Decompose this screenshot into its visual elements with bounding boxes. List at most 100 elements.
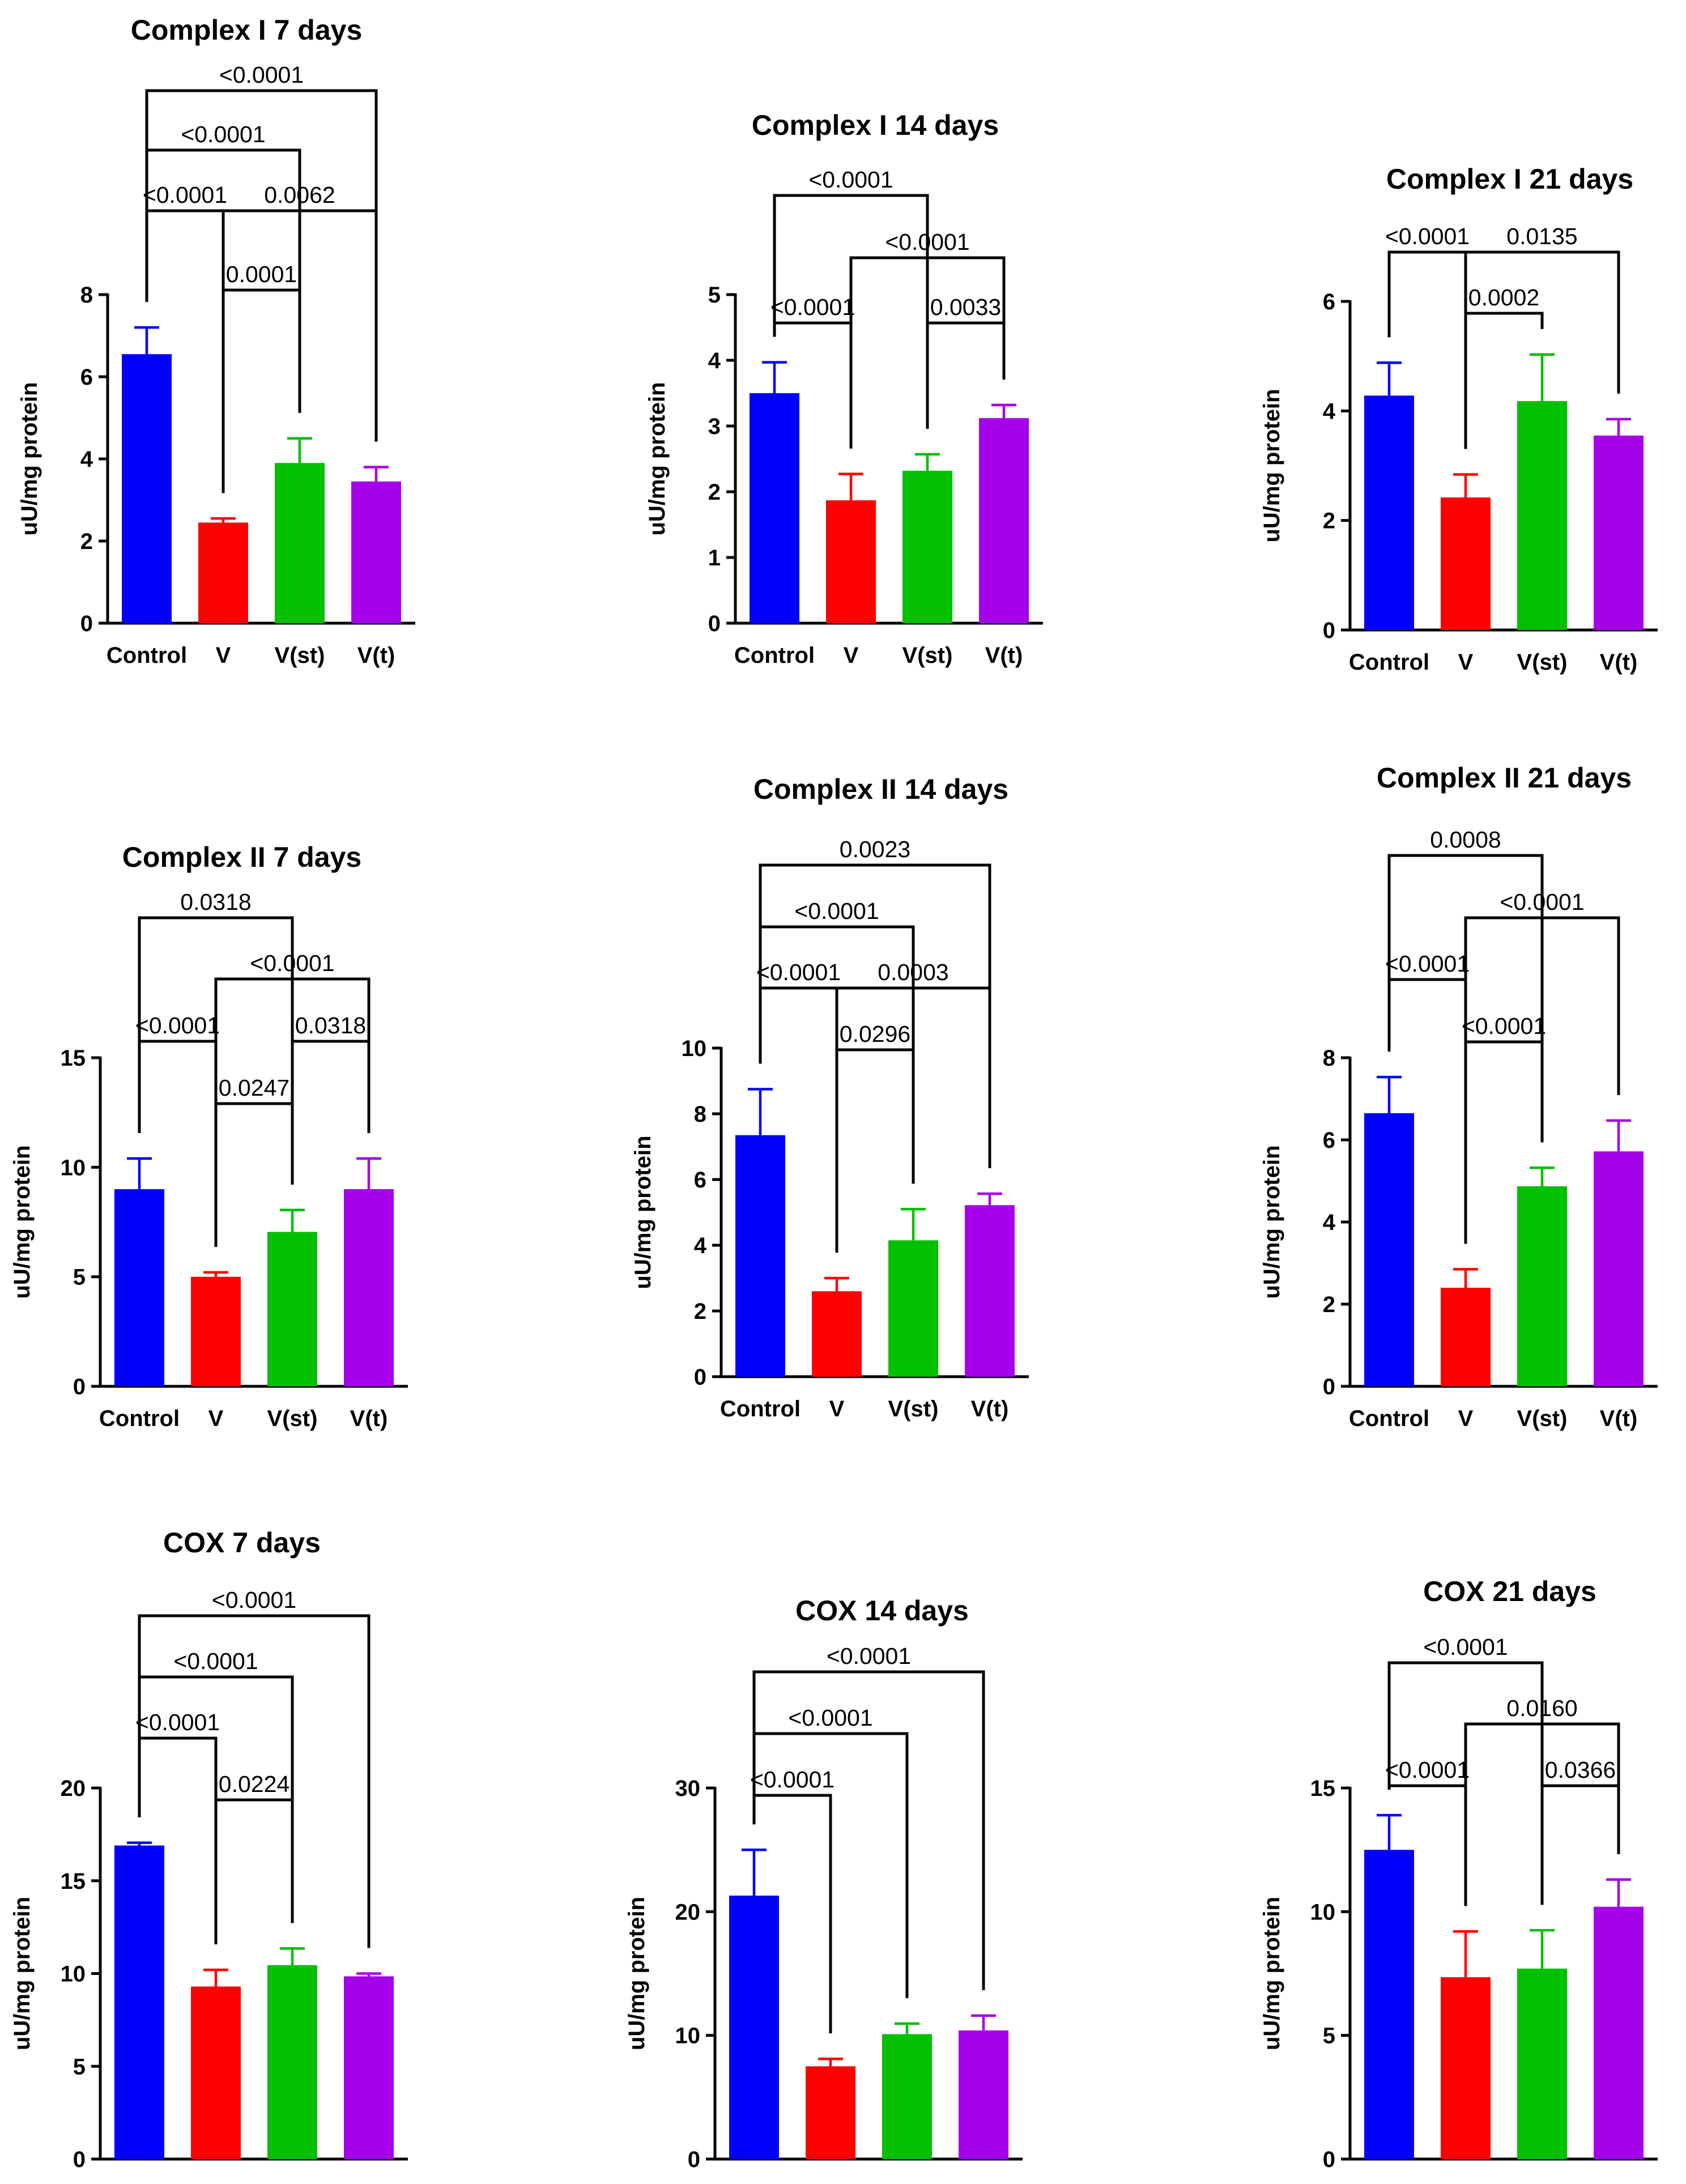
y-axis-label: uU/mg protein (624, 1897, 649, 2050)
category-label: V (844, 643, 859, 668)
p-value-label: 0.0160 (1506, 1695, 1577, 1721)
error-bar-Control (1377, 1813, 1402, 1850)
category-label: Control (720, 1397, 801, 1421)
bar-V(t) (959, 2030, 1008, 2159)
error-bar-V(t) (1606, 418, 1631, 436)
category-label: V(st) (1517, 650, 1568, 675)
y-tick-label: 5 (708, 283, 721, 308)
bar-Control (729, 1895, 779, 2159)
bar-Control (114, 1845, 164, 2159)
y-tick-label: 6 (694, 1168, 706, 1193)
y-tick-label: 3 (708, 414, 721, 439)
error-bar-Control (1377, 361, 1402, 396)
p-value-label: 0.0296 (840, 1021, 910, 1047)
category-label: V(st) (275, 643, 325, 668)
p-value-label: <0.0001 (827, 1643, 911, 1669)
category-label: V (829, 1397, 845, 1421)
y-tick-label: 4 (708, 348, 721, 373)
y-tick-label: 10 (1310, 1900, 1336, 1925)
p-value-label: <0.0001 (135, 1012, 220, 1038)
chart-cox7: COX 7 days uU/mg protein 0 5 10 15 20 Control V V… (10, 1527, 408, 2184)
error-bar-V(st) (901, 1207, 926, 1241)
error-bar-V(st) (1530, 1166, 1555, 1186)
y-tick-label: 10 (682, 1036, 707, 1061)
p-value-label: 0.0247 (219, 1075, 289, 1101)
y-tick-label: 6 (1323, 1128, 1335, 1153)
bar-Control (1364, 395, 1414, 630)
bar-V(t) (1594, 1906, 1644, 2159)
p-value-label: <0.0001 (173, 1648, 258, 1674)
p-value-label: <0.0001 (219, 62, 304, 88)
error-bar-V (838, 472, 863, 501)
y-tick-label: 30 (675, 1776, 701, 1801)
y-tick-label: 15 (61, 1046, 86, 1071)
bar-V (1441, 497, 1491, 630)
category-label: V(st) (882, 2179, 933, 2181)
error-bar-V(t) (356, 1972, 381, 1977)
p-value-label: <0.0001 (1385, 223, 1470, 249)
category-label: V(t) (1600, 1406, 1638, 1431)
p-value-label: 0.0003 (878, 959, 948, 985)
category-label: V(st) (267, 2179, 318, 2181)
y-axis-label: uU/mg protein (17, 382, 42, 535)
chart-title: Complex II 14 days (753, 773, 1008, 805)
bar-V(st) (275, 463, 325, 623)
y-tick-label: 0 (1323, 618, 1335, 643)
significance-bracket (291, 1040, 371, 1185)
significance-bracket (773, 194, 929, 429)
significance-bracket (752, 1732, 909, 1998)
p-value-label: <0.0001 (1500, 889, 1584, 915)
category-label: V(t) (965, 2179, 1003, 2181)
y-tick-label: 4 (694, 1233, 707, 1258)
y-tick-label: 0 (694, 1365, 706, 1390)
error-bar-V(t) (364, 466, 389, 482)
error-bar-Control (134, 326, 159, 355)
significance-bracket (1387, 1661, 1544, 1905)
bar-V(st) (1517, 1186, 1567, 1386)
y-tick-label: 2 (1323, 1292, 1335, 1317)
chart-c2i7: Complex II 7 days uU/mg protein 0 5 10 15 Cont… (10, 841, 408, 1431)
category-label: V (1458, 1406, 1474, 1431)
chart-title: Complex I 14 days (752, 109, 999, 141)
significance-bracket (222, 288, 301, 493)
category-label: Control (99, 1406, 180, 1431)
bar-V(t) (344, 1189, 394, 1386)
chart-title: COX 14 days (795, 1595, 969, 1627)
p-value-label: <0.0001 (1462, 1013, 1546, 1039)
p-value-label: <0.0001 (756, 959, 841, 985)
bar-V(t) (965, 1205, 1015, 1377)
y-tick-label: 8 (1323, 1046, 1335, 1071)
y-tick-label: 5 (73, 2054, 86, 2079)
error-bar-V(t) (1606, 1878, 1631, 1907)
bar-V (812, 1291, 862, 1377)
category-label: Control (1349, 650, 1429, 675)
p-value-label: <0.0001 (794, 898, 879, 924)
category-label: Control (1349, 1406, 1429, 1431)
bar-V (198, 522, 248, 623)
y-tick-label: 0 (73, 1374, 86, 1399)
p-value-label: <0.0001 (181, 121, 265, 147)
y-tick-label: 2 (1323, 509, 1335, 534)
significance-bracket (926, 321, 1006, 429)
error-bar-V(t) (991, 403, 1016, 419)
y-tick-label: 5 (1323, 2024, 1335, 2049)
bar-V(st) (1517, 401, 1567, 630)
p-value-label: <0.0001 (750, 1766, 835, 1793)
bar-Control (114, 1189, 164, 1386)
p-value-label: <0.0001 (788, 1705, 872, 1731)
bar-Control (750, 393, 799, 623)
category-label: V (1458, 2179, 1474, 2181)
p-value-label: 0.0033 (930, 294, 1001, 320)
error-bar-V(t) (971, 2014, 996, 2030)
p-value-label: 0.0224 (219, 1771, 289, 1797)
category-label: V (208, 1406, 224, 1431)
significance-bracket (214, 1102, 294, 1247)
category-label: V(st) (1517, 2179, 1568, 2181)
p-value-label: 0.0008 (1430, 827, 1501, 853)
p-value-label: 0.0135 (1506, 223, 1577, 249)
bar-V(st) (882, 2034, 932, 2159)
error-bar-V(t) (1606, 1119, 1631, 1152)
category-label: V (1458, 650, 1474, 675)
bar-V (191, 1276, 241, 1386)
